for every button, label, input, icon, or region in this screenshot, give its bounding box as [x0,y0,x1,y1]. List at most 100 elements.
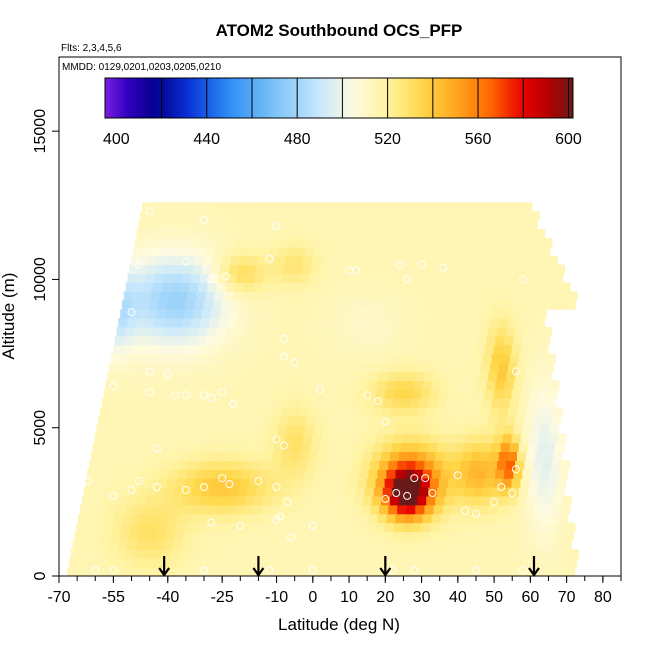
heatmap-cell [411,478,422,488]
heatmap-cell [299,540,309,550]
heatmap-cell [462,273,473,283]
heatmap-cell [290,273,301,283]
heatmap-cell [152,326,163,337]
heatmap-cell [158,300,168,310]
heatmap-cell [212,567,222,576]
heatmap-cell [525,540,536,550]
heatmap-cell [201,220,212,230]
heatmap-cell [419,264,430,275]
heatmap-cell [484,211,495,221]
heatmap-cell [530,211,540,221]
heatmap-cell [539,300,549,310]
heatmap-cell [243,460,253,470]
heatmap-cell [183,442,194,452]
heatmap-cell [426,495,436,506]
heatmap-cell [216,371,226,381]
heatmap-cell [473,442,484,452]
heatmap-cell [392,264,402,275]
heatmap-cell [134,237,145,248]
heatmap-cell [520,389,531,399]
heatmap-cell [256,264,266,275]
heatmap-cell [143,415,154,426]
heatmap-cell [353,362,364,372]
heatmap-cell [154,407,165,417]
heatmap-cell [114,513,125,524]
heatmap-cell [375,300,386,310]
sample-point [308,566,317,575]
heatmap-cell [433,460,444,470]
heatmap-cell [466,389,476,399]
heatmap-cell [384,478,395,488]
heatmap-cell [456,567,467,576]
heatmap-cell [544,273,555,283]
heatmap-cell [540,513,551,524]
heatmap-cell [395,513,406,524]
heatmap-cell [439,344,449,355]
heatmap-cell [363,362,373,372]
heatmap-cell [343,415,353,426]
heatmap-cell [136,495,146,506]
heatmap-cell [151,202,161,212]
heatmap-cell [301,398,311,408]
sample-point [200,391,208,400]
heatmap-cell [413,513,424,524]
heatmap-cell [313,469,324,479]
heatmap-cell [455,398,466,408]
heatmap-cell [432,202,442,212]
heatmap-cell [105,513,115,524]
heatmap-cell [270,460,281,470]
heatmap-cell [529,478,540,488]
x-tick-label: 50 [485,589,503,606]
heatmap-cell [278,202,288,212]
heatmap-cell [190,495,201,506]
heatmap-cell [243,282,254,292]
heatmap-cell [330,344,341,355]
heatmap-cell [518,398,529,408]
heatmap-cell [335,407,346,417]
heatmap-cell [346,442,357,452]
heatmap-cell [273,531,284,541]
heatmap-cell [540,424,551,435]
sample-point [145,388,154,397]
heatmap-cell [266,478,277,488]
heatmap-cell [214,380,224,390]
sample-point [290,358,299,367]
heatmap-cell [297,237,308,248]
heatmap-cell [448,389,458,399]
heatmap-cell [386,424,397,435]
heatmap-cell [438,522,449,533]
heatmap-cell [431,424,442,435]
heatmap-cell [517,229,527,239]
heatmap-cell [335,540,346,550]
heatmap-cell [208,407,219,417]
heatmap-cell [348,433,359,444]
heatmap-cell [160,335,170,346]
sample-point [109,382,118,391]
heatmap-cell [413,558,424,568]
heatmap-cell [368,291,379,301]
heatmap-cell [520,255,531,266]
heatmap-cell [341,291,352,301]
heatmap-cell [179,460,190,470]
heatmap-cell [284,478,295,488]
heatmap-cell [368,335,379,346]
heatmap-cell [498,540,509,550]
heatmap-cell [90,451,101,461]
heatmap-cell [375,255,386,266]
heatmap-cell [277,380,288,390]
heatmap-cell [147,531,157,541]
heatmap-cell [473,487,484,497]
heatmap-cell [459,335,469,346]
heatmap-cell [422,558,433,568]
heatmap-cell [410,264,420,275]
heatmap-cell [96,558,106,568]
heatmap-cell [317,318,328,328]
x-tick-label: 0 [308,589,317,606]
heatmap-cell [437,487,447,497]
heatmap-cell [324,415,335,426]
heatmap-cell [299,362,310,372]
heatmap-cell [294,389,304,399]
heatmap-cell [381,318,391,328]
heatmap-cell [404,335,415,346]
heatmap-cell [248,344,259,355]
